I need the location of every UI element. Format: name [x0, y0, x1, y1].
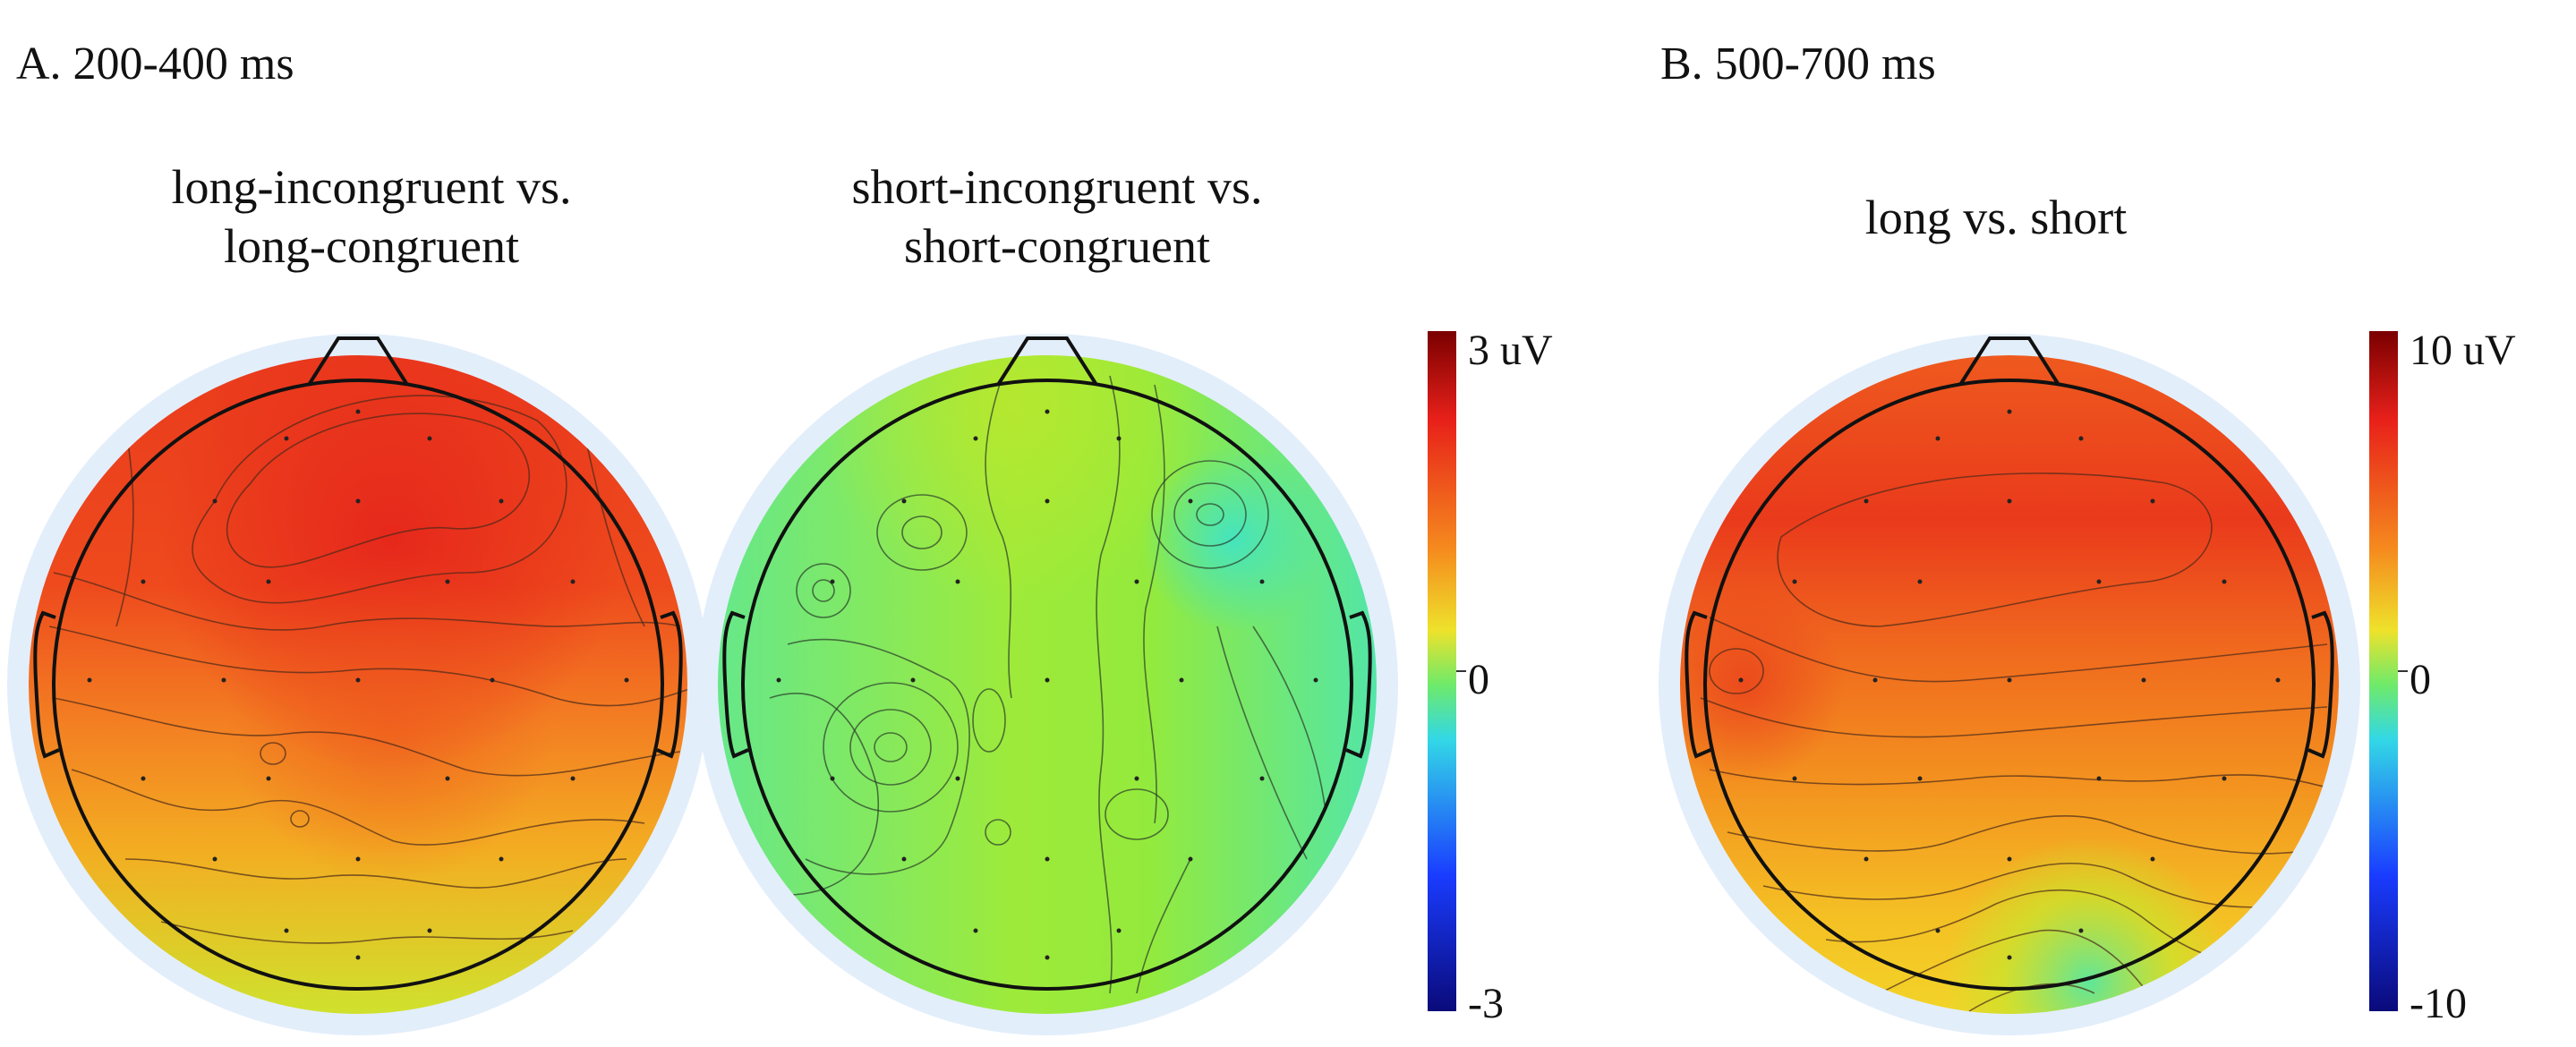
- map-a2-title-line1: short-incongruent vs.: [851, 160, 1263, 214]
- map-a1-electrodes: [87, 409, 629, 960]
- map-b1-head: [1685, 336, 2334, 991]
- colorbar-b-mid-label: 0: [2410, 656, 2431, 703]
- colorbar-a-min-label: -3: [1468, 980, 1504, 1027]
- map-a2-right-ear: [1345, 610, 1372, 759]
- map-a1-left-ear: [33, 610, 60, 759]
- map-a2-title-line2: short-congruent: [904, 219, 1210, 273]
- map-a2-left-ear: [722, 610, 749, 759]
- map-a1-title-line2: long-congruent: [224, 219, 519, 273]
- map-a1-title-line1: long-incongruent vs.: [171, 160, 572, 214]
- map-a1-head-outline: [52, 379, 664, 991]
- colorbar-a-bar: [1428, 331, 1456, 1011]
- map-b1-contours: [1700, 472, 2328, 1012]
- colorbar-b-bar: [2369, 331, 2398, 1011]
- colorbar-a: [1428, 331, 1466, 1011]
- colorbar-a-max-label: 3 uV: [1468, 327, 1553, 374]
- topomap-a2: [696, 334, 1398, 1035]
- map-b1-field: [1680, 355, 2339, 1014]
- map-a1-contours: [48, 375, 687, 944]
- panel-a-label: A. 200-400 ms: [16, 38, 294, 89]
- map-b1-electrodes: [1738, 409, 2281, 960]
- map-a2-head-outline: [741, 379, 1353, 991]
- map-b1-right-ear: [2307, 610, 2334, 759]
- map-a2-title: short-incongruent vs. short-congruent: [654, 157, 1460, 276]
- map-b1-head-outline: [1703, 379, 2316, 991]
- map-a2-contours: [769, 375, 1326, 994]
- map-a2-head: [722, 336, 1372, 991]
- map-b1-title: long vs. short: [1864, 191, 2128, 244]
- colorbar-b: [2369, 331, 2408, 1011]
- map-a2-electrodes: [776, 409, 1318, 960]
- map-a2-nose: [996, 336, 1098, 387]
- map-a1-head: [33, 336, 683, 991]
- map-a1-right-ear: [656, 610, 683, 759]
- panel-b-label: B. 500-700 ms: [1660, 38, 1936, 89]
- colorbar-b-min-label: -10: [2410, 980, 2467, 1027]
- colorbar-b-max-label: 10 uV: [2410, 327, 2516, 374]
- topomap-b1: [1659, 334, 2360, 1035]
- map-b1-left-ear: [1685, 610, 1711, 759]
- map-a1-nose: [307, 336, 409, 387]
- map-b1-nose: [1958, 336, 2060, 387]
- topomap-a1: [7, 334, 709, 1035]
- map-a1-field: [29, 355, 687, 1014]
- map-a1-title: long-incongruent vs. long-congruent: [0, 157, 774, 276]
- colorbar-a-mid-label: 0: [1468, 656, 1489, 703]
- map-a2-field: [718, 355, 1377, 1014]
